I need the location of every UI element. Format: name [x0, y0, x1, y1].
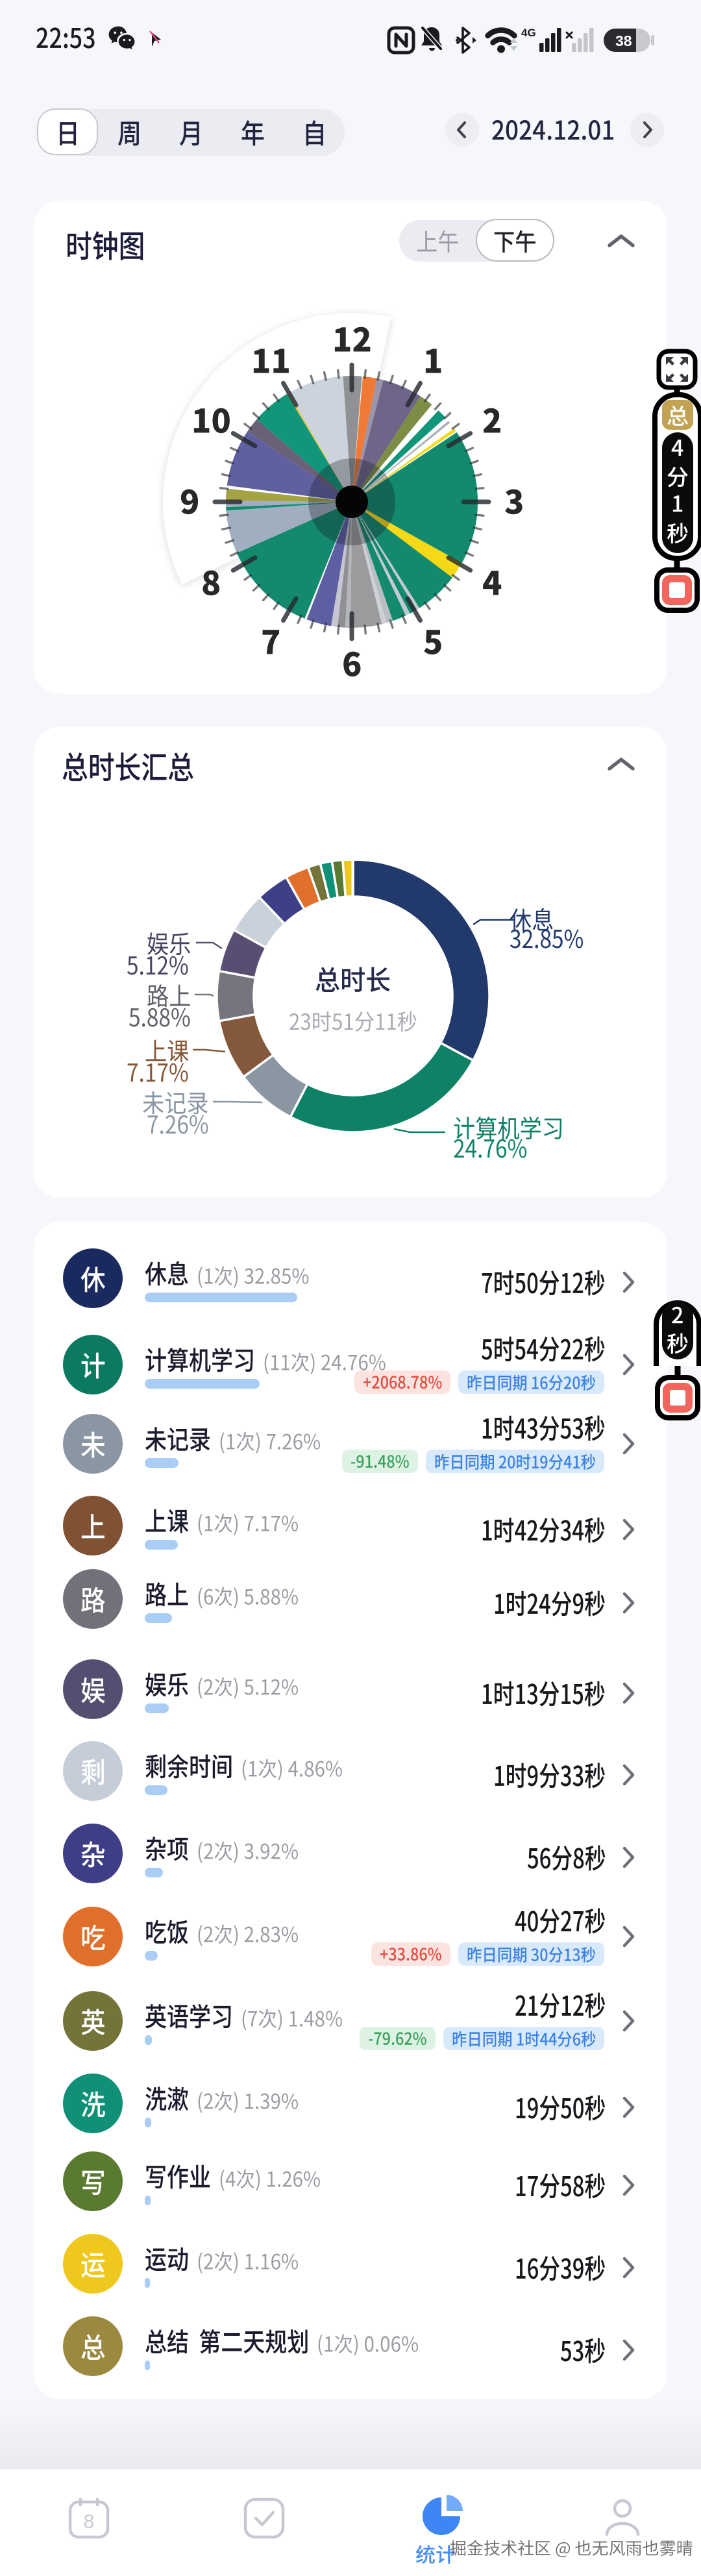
svg-text:4G: 4G: [521, 27, 536, 39]
svg-text:8: 8: [84, 2511, 95, 2533]
svg-text:38: 38: [615, 32, 632, 49]
